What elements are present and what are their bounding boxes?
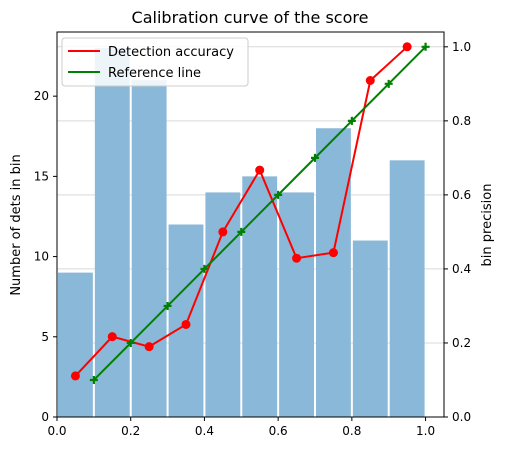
point-reference-line-5 (274, 190, 283, 199)
point-detection-accuracy-0 (70, 371, 80, 381)
y-right-tick-label-5: 1.0 (452, 40, 471, 54)
point-detection-accuracy-5 (255, 165, 265, 175)
y-left-tick-label-1: 5 (41, 330, 49, 344)
y-right-tick-label-3: 0.6 (452, 188, 471, 202)
bar-8 (352, 240, 388, 417)
point-detection-accuracy-6 (292, 253, 302, 263)
y-right-tick-label-2: 0.4 (452, 262, 471, 276)
point-detection-accuracy-1 (107, 332, 117, 342)
y-right-axis-label: bin precision (480, 184, 495, 267)
legend-label-reference-line: Reference line (108, 66, 201, 81)
point-reference-line-4 (237, 227, 246, 236)
y-right-tick-label-4: 0.8 (452, 114, 471, 128)
point-reference-line-9 (421, 42, 430, 51)
legend: Detection accuracy Reference line (61, 37, 249, 87)
point-reference-line-0 (89, 375, 98, 384)
bar-6 (279, 192, 314, 417)
bar-1 (94, 48, 130, 418)
x-tick-label-5: 1.0 (416, 424, 435, 438)
axes: 0.0 0.2 0.4 0.6 0.8 1.0 0 5 10 15 20 0.0 0.2 0.4 0.6 0.… (34, 31, 471, 438)
y-left-tick-label-0: 0 (41, 410, 49, 424)
point-reference-line-8 (384, 79, 393, 88)
point-reference-line-3 (200, 264, 209, 273)
point-detection-accuracy-8 (365, 75, 375, 85)
y-right-tick-label-1: 0.2 (452, 336, 471, 350)
x-tick-label-0: 0.0 (47, 424, 66, 438)
point-detection-accuracy-3 (181, 319, 191, 329)
point-reference-line-6 (311, 153, 319, 162)
point-reference-line-7 (347, 116, 356, 125)
bar-2 (131, 80, 167, 417)
bar-9 (389, 160, 425, 418)
y-left-tick-label-2: 10 (34, 250, 49, 264)
bar-0 (58, 272, 93, 417)
x-tick-label-2: 0.4 (195, 424, 214, 438)
bar-5 (242, 176, 278, 417)
legend-box (61, 37, 249, 87)
point-reference-line-1 (126, 338, 135, 347)
point-detection-accuracy-9 (402, 42, 412, 52)
y-right-tick-label-0: 0.0 (452, 410, 471, 424)
bar-7 (316, 128, 351, 417)
bar-4 (205, 192, 241, 417)
series-lines (70, 42, 430, 384)
point-detection-accuracy-4 (218, 227, 228, 237)
chart-title: Calibration curve of the score (132, 8, 369, 27)
point-reference-line-2 (163, 301, 172, 310)
point-detection-accuracy-2 (144, 342, 154, 352)
y-left-tick-label-3: 15 (34, 169, 49, 183)
plot-frame (56, 31, 445, 418)
histogram-bars (58, 48, 425, 418)
x-tick-label-4: 0.8 (342, 424, 361, 438)
point-detection-accuracy-7 (328, 248, 338, 258)
series-line-reference-line (93, 46, 427, 381)
x-tick-label-1: 0.2 (121, 424, 140, 438)
y-left-tick-label-4: 20 (34, 89, 49, 103)
legend-label-detection-accuracy: Detection accuracy (108, 45, 234, 60)
x-tick-label-3: 0.6 (269, 424, 288, 438)
y-left-axis-label: Number of dets in bin (9, 154, 24, 295)
